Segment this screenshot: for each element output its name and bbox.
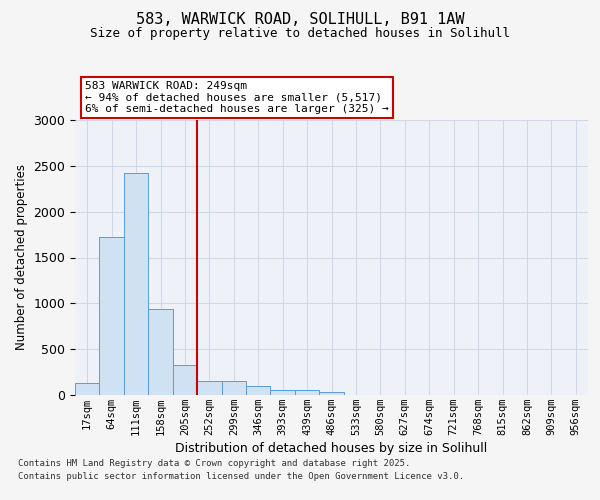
Bar	[75, 383, 100, 395]
Y-axis label: Number of detached properties: Number of detached properties	[15, 164, 28, 350]
Text: Size of property relative to detached houses in Solihull: Size of property relative to detached ho…	[90, 28, 510, 40]
Bar	[148, 309, 173, 395]
Bar	[271, 390, 295, 395]
Text: Contains HM Land Registry data © Crown copyright and database right 2025.: Contains HM Land Registry data © Crown c…	[18, 458, 410, 468]
Bar	[173, 365, 197, 395]
Text: 583, WARWICK ROAD, SOLIHULL, B91 1AW: 583, WARWICK ROAD, SOLIHULL, B91 1AW	[136, 12, 464, 28]
Text: Contains public sector information licensed under the Open Government Licence v3: Contains public sector information licen…	[18, 472, 464, 481]
Text: 583 WARWICK ROAD: 249sqm
← 94% of detached houses are smaller (5,517)
6% of semi: 583 WARWICK ROAD: 249sqm ← 94% of detach…	[85, 82, 389, 114]
Bar	[295, 390, 319, 395]
Bar	[100, 238, 124, 395]
Bar	[319, 392, 344, 395]
Bar	[246, 386, 271, 395]
X-axis label: Distribution of detached houses by size in Solihull: Distribution of detached houses by size …	[175, 442, 488, 455]
Bar	[197, 381, 221, 395]
Bar	[124, 173, 148, 395]
Bar	[221, 381, 246, 395]
